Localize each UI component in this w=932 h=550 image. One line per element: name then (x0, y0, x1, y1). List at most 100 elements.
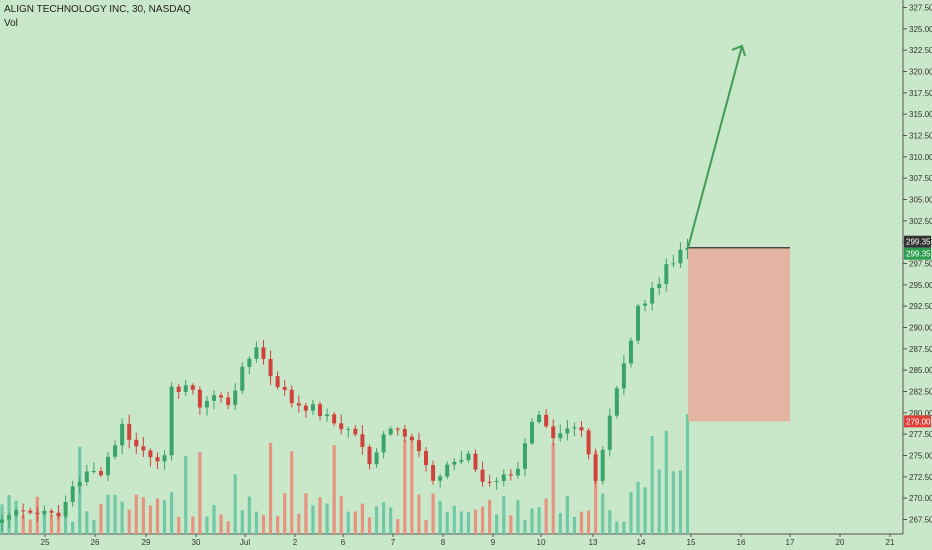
volume-bar (417, 494, 421, 534)
price-tick-label: 267.50 (909, 516, 932, 525)
price-tick-label: 292.50 (909, 302, 932, 311)
volume-bar (276, 515, 280, 534)
volume-bar (106, 494, 110, 534)
candle-body (106, 456, 111, 476)
candle-body (480, 469, 485, 482)
candle-body (586, 430, 591, 455)
volume-bar (141, 497, 145, 534)
volume-bar (49, 515, 54, 534)
candle-body (593, 454, 598, 481)
price-tick-label: 297.50 (909, 260, 932, 269)
candle-body (254, 347, 259, 359)
candle-body (204, 400, 209, 408)
volume-bar (318, 497, 322, 534)
volume-bar (268, 442, 273, 534)
volume-bar (466, 512, 471, 534)
candle-body (14, 510, 19, 516)
chart-title: ALIGN TECHNOLOGY INC, 30, NASDAQ (4, 4, 191, 15)
volume-bar (459, 511, 463, 534)
candle-body (501, 474, 506, 481)
candle-body (558, 433, 563, 439)
candle-body (77, 482, 82, 487)
candle-body (98, 470, 103, 476)
candle-body (508, 474, 513, 476)
candle-body (183, 385, 188, 392)
candle-body (141, 446, 146, 451)
volume-bar (431, 493, 435, 534)
volume-bar (480, 506, 485, 534)
price-tick-label: 320.00 (909, 68, 932, 77)
price-tick-label: 312.50 (909, 132, 932, 141)
volume-bar (92, 519, 96, 534)
candle-body (91, 470, 96, 472)
candle-body (134, 439, 139, 447)
time-tick-label: 29 (142, 538, 151, 547)
volume-bar (247, 496, 251, 534)
volume-bar (170, 492, 174, 534)
candle-body (685, 247, 690, 250)
candle-body (614, 388, 619, 416)
candle-body (395, 428, 400, 430)
volume-bar (346, 511, 350, 534)
volume-bar (290, 451, 294, 534)
volume-bar (367, 517, 372, 534)
candle-body (49, 510, 54, 513)
price-tick-label: 287.50 (909, 345, 932, 354)
candle-body (360, 434, 365, 447)
price-tick-label: 327.50 (909, 4, 932, 13)
price-label-text: 299.35 (906, 250, 931, 259)
volume-bar (629, 492, 633, 534)
time-tick-label: 25 (41, 538, 50, 547)
candle-body (544, 414, 549, 427)
candle-body (162, 455, 167, 462)
volume-bar (212, 504, 216, 534)
candle-body (424, 451, 429, 466)
price-label-bg (904, 235, 931, 248)
price-tick-label: 275.00 (909, 452, 932, 461)
candle-body (113, 445, 118, 457)
volume-bar (297, 513, 301, 534)
volume-bar (339, 496, 343, 534)
candle-body (487, 481, 492, 483)
volume-bar (113, 495, 117, 534)
volume-label: Vol (4, 18, 18, 29)
volume-bar (565, 495, 569, 534)
volume-bars (0, 414, 690, 534)
price-tick-label: 325.00 (909, 25, 932, 34)
candle-body (35, 512, 40, 515)
candle-body (120, 423, 125, 446)
volume-bar (643, 487, 647, 534)
candle-body (84, 471, 89, 483)
volume-bar (509, 515, 513, 534)
last-price-label: 299.35 (904, 235, 931, 248)
candle-body (643, 303, 648, 306)
volume-bar (283, 493, 287, 534)
volume-bar (127, 509, 131, 534)
time-tick-label: 13 (589, 538, 598, 547)
price-label-bg (904, 247, 931, 260)
volume-bar (21, 515, 25, 534)
volume-bar (586, 510, 591, 534)
volume-bar (608, 510, 612, 534)
candle-body (494, 480, 499, 483)
price-label-text: 299.35 (906, 238, 931, 247)
candle-body (127, 423, 132, 440)
candle-body (7, 515, 12, 520)
candle-body (219, 395, 224, 398)
volume-bar (205, 516, 209, 534)
volume-bar (191, 516, 195, 534)
volume-bar (650, 436, 654, 534)
volume-bar (71, 521, 75, 534)
candle-body (148, 450, 153, 458)
candle-body (530, 421, 535, 444)
candle-body (303, 405, 308, 411)
volume-bar (219, 514, 223, 534)
price-tick-label: 310.00 (909, 153, 932, 162)
volume-bar (424, 520, 428, 534)
volume-bar (311, 505, 315, 534)
volume-bar (155, 498, 160, 534)
candle-body (332, 414, 337, 424)
price-tick-label: 305.00 (909, 196, 932, 205)
candle-body (607, 415, 612, 450)
